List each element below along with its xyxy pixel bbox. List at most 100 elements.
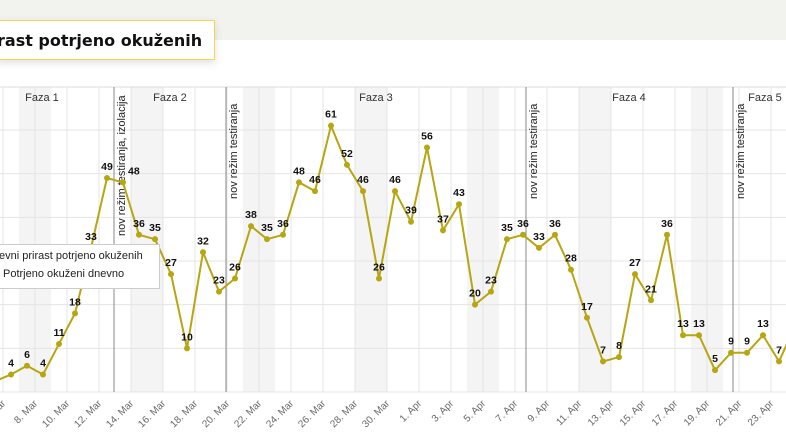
data-point [536, 244, 542, 251]
data-label: 11 [53, 327, 64, 339]
x-tick-label: 8. Mar [12, 398, 40, 426]
data-point [56, 340, 62, 347]
data-label: 37 [437, 213, 449, 225]
weekend-band [131, 87, 163, 392]
chart-title: rast potrjeno okuženih [0, 30, 203, 50]
phase-label: Faza 2 [153, 92, 187, 104]
data-label: 49 [101, 161, 113, 173]
x-tick-label: 30. Mar [360, 398, 392, 430]
x-tick-label: 17. Apr [650, 398, 681, 429]
data-point [120, 179, 126, 186]
data-point [72, 310, 78, 317]
data-point [408, 218, 414, 225]
data-point [360, 188, 366, 195]
data-label: 6 [24, 349, 30, 361]
legend-header: evni prirast potrjeno okuženih [0, 250, 143, 262]
data-point [760, 332, 766, 339]
data-point [696, 332, 702, 339]
data-label: 13 [677, 318, 689, 330]
data-point [648, 297, 654, 304]
data-point [632, 271, 638, 278]
data-label: 23 [485, 275, 497, 287]
data-label: 36 [517, 218, 529, 230]
x-tick-label: 16. Mar [136, 398, 168, 430]
data-label: 46 [389, 174, 401, 186]
data-label: 33 [85, 231, 97, 243]
data-label: 35 [261, 222, 273, 234]
data-point [200, 249, 206, 256]
data-point [328, 122, 334, 129]
x-tick-label: 1. Apr [398, 398, 425, 425]
data-point [296, 179, 302, 186]
data-label: 35 [149, 222, 161, 234]
data-point [616, 354, 622, 361]
x-tick-label: 5. Apr [462, 398, 489, 425]
data-label: 23 [213, 275, 225, 287]
data-point [248, 223, 254, 230]
phase-label: Faza 1 [25, 92, 59, 104]
data-point [216, 288, 222, 295]
chart-title-box: rast potrjeno okuženih [0, 20, 216, 60]
x-tick-label: 23. Apr [746, 398, 777, 429]
data-point [344, 161, 350, 168]
data-point [152, 236, 158, 243]
data-label: 35 [501, 222, 513, 234]
legend-series-label[interactable]: Potrjeno okuženi dnevno [3, 268, 125, 280]
data-point [776, 358, 782, 365]
data-point [232, 275, 238, 282]
data-point [680, 332, 686, 339]
x-tick-label: 11. Apr [554, 398, 584, 428]
data-label: 27 [165, 257, 177, 269]
data-point [472, 301, 478, 308]
data-label: 9 [728, 336, 734, 348]
data-label: 38 [245, 209, 257, 221]
data-point [712, 367, 718, 374]
x-tick-label: 26. Mar [296, 398, 328, 430]
weekend-band [579, 87, 611, 392]
x-tick-label: 6. Mar [0, 398, 9, 426]
x-tick-label: 24. Mar [264, 398, 296, 430]
data-label: 13 [693, 318, 705, 330]
data-label: 4 [40, 358, 46, 370]
x-tick-label: 28. Mar [328, 398, 360, 430]
annotation-label: nov režim testiranja [735, 103, 747, 199]
data-label: 10 [181, 331, 193, 343]
data-label: 20 [469, 288, 481, 300]
data-point [8, 371, 14, 378]
x-tick-label: 13. Apr [586, 398, 617, 429]
data-point [104, 175, 110, 182]
data-point [488, 288, 494, 295]
annotation-label: nov režim testiranja [228, 103, 240, 199]
x-tick-label: 10. Mar [40, 398, 72, 430]
data-label: 17 [581, 301, 593, 313]
data-point [392, 188, 398, 195]
phase-label: Faza 3 [359, 92, 393, 104]
data-label: 26 [229, 261, 241, 273]
data-label: 36 [661, 218, 673, 230]
x-tick-label: 22. Mar [232, 398, 264, 430]
data-point [664, 231, 670, 238]
data-label: 48 [128, 165, 140, 177]
data-label: 36 [549, 218, 561, 230]
data-point [184, 345, 190, 352]
data-label: 9 [744, 336, 750, 348]
data-label: 5 [712, 353, 718, 365]
data-point [424, 144, 430, 151]
data-point [600, 358, 606, 365]
data-point [40, 371, 46, 378]
data-point [24, 362, 30, 369]
data-point [568, 266, 574, 273]
annotation-label: nov režim testiranja [528, 103, 540, 199]
x-tick-label: 18. Mar [168, 398, 200, 430]
data-point [520, 231, 526, 238]
x-tick-label: 20. Mar [200, 398, 232, 430]
data-label: 36 [277, 218, 289, 230]
data-label: 8 [616, 340, 622, 352]
annotation-label: nov režim testiranja, izolacija [116, 95, 128, 236]
data-point [440, 227, 446, 234]
data-point [264, 236, 270, 243]
data-point [312, 188, 318, 195]
data-label: 56 [421, 130, 433, 142]
data-label: 33 [533, 231, 545, 243]
data-point [552, 231, 558, 238]
